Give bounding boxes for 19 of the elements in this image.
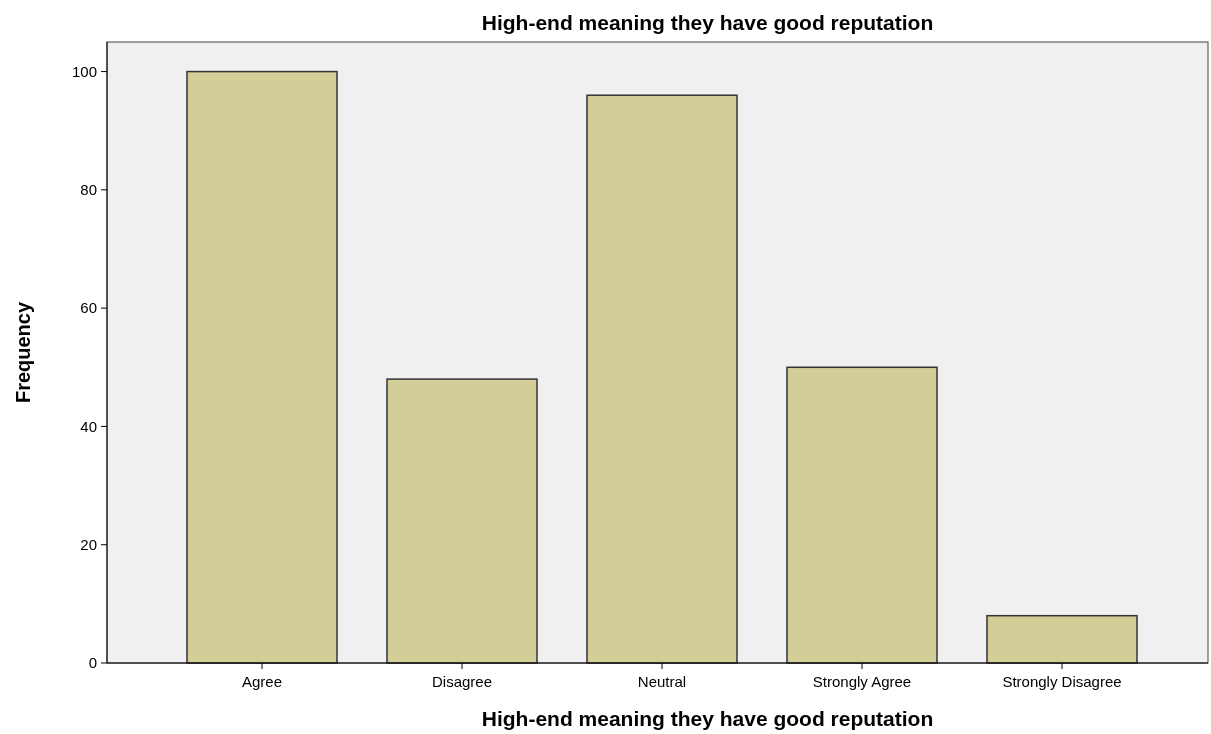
y-tick-label: 80 xyxy=(80,181,97,199)
x-tick-label: Disagree xyxy=(431,673,493,690)
bar xyxy=(586,94,738,664)
y-tick-label: 40 xyxy=(80,417,97,435)
x-tick-label: Strongly Disagree xyxy=(1002,673,1122,690)
bar xyxy=(986,614,1138,664)
x-tick-label: Agree xyxy=(241,673,283,690)
bar xyxy=(186,70,338,664)
y-tick-label: 20 xyxy=(80,535,97,553)
bar xyxy=(386,378,538,664)
y-tick-label: 100 xyxy=(71,62,97,80)
x-axis-title: High-end meaning they have good reputation xyxy=(481,707,934,730)
bar xyxy=(786,366,938,664)
y-tick-label: 0 xyxy=(88,654,97,672)
x-tick-label: Strongly Agree xyxy=(812,673,912,690)
x-tick-label: Neutral xyxy=(637,673,687,690)
y-axis-title: Frequency xyxy=(12,301,34,404)
chart-title: High-end meaning they have good reputation xyxy=(481,11,934,34)
y-tick-label: 60 xyxy=(80,299,97,317)
